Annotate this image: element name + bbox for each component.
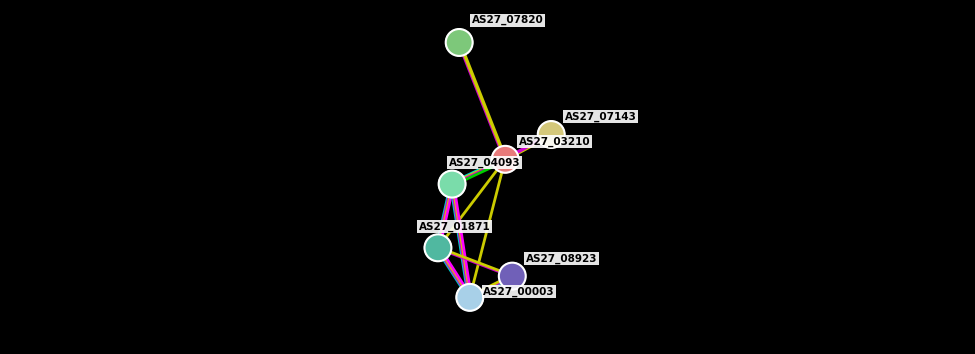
- Circle shape: [491, 146, 519, 173]
- Circle shape: [446, 29, 473, 56]
- Text: AS27_07820: AS27_07820: [472, 15, 543, 25]
- Text: AS27_07143: AS27_07143: [565, 112, 637, 122]
- Circle shape: [424, 234, 451, 261]
- Circle shape: [499, 263, 526, 290]
- Circle shape: [456, 284, 484, 311]
- Text: AS27_00003: AS27_00003: [484, 286, 555, 297]
- Text: AS27_08923: AS27_08923: [526, 253, 598, 263]
- Circle shape: [538, 121, 565, 148]
- Text: AS27_04093: AS27_04093: [448, 158, 521, 168]
- Text: AS27_01871: AS27_01871: [418, 221, 490, 232]
- Circle shape: [439, 171, 465, 198]
- Text: AS27_03210: AS27_03210: [519, 136, 590, 147]
